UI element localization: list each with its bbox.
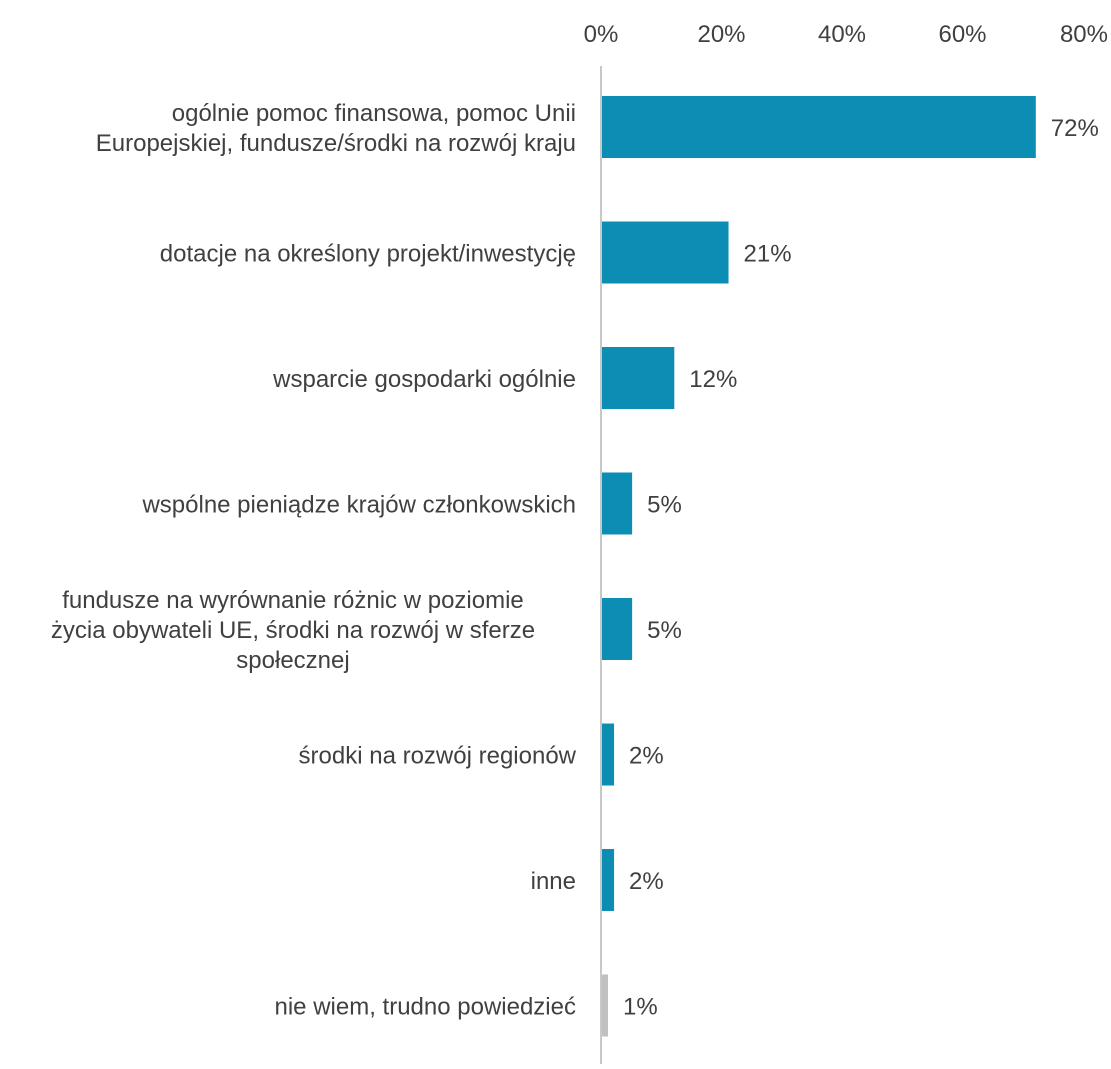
data-label: 72% xyxy=(1051,115,1099,142)
data-labels-group: 72% 21% 12% 5% 5% 2% 2% 1% xyxy=(623,115,1099,1021)
category-label: ogólnie pomoc finansowa, pomoc Unii xyxy=(172,100,576,127)
data-label: 2% xyxy=(629,743,664,770)
category-label: dotacje na określony projekt/inwestycję xyxy=(160,241,576,268)
category-label: społecznej xyxy=(236,647,349,674)
bar xyxy=(602,723,615,786)
category-label: Europejskiej, fundusze/środki na rozwój … xyxy=(96,130,576,157)
category-labels-group: ogólnie pomoc finansowa, pomoc Unii Europ… xyxy=(51,100,577,1021)
data-label: 5% xyxy=(647,492,682,519)
bar xyxy=(602,849,615,911)
category-label: inne xyxy=(531,868,576,895)
x-tick-label: 80% xyxy=(1060,21,1108,48)
x-tick-label: 60% xyxy=(938,21,986,48)
category-label: życia obywateli UE, środki na rozwój w s… xyxy=(51,617,535,644)
bar xyxy=(602,96,1036,158)
bar xyxy=(602,347,675,409)
data-label: 12% xyxy=(689,366,737,393)
bars-group xyxy=(602,96,1036,1037)
data-label: 2% xyxy=(629,868,664,895)
category-label: fundusze na wyrównanie różnic w poziomie xyxy=(62,587,524,614)
category-label: wspólne pieniądze krajów członkowskich xyxy=(141,492,576,519)
data-label: 21% xyxy=(744,241,792,268)
x-axis-ticks: 0% 20% 40% 60% 80% xyxy=(584,21,1108,48)
category-label: wsparcie gospodarki ogólnie xyxy=(272,366,576,393)
data-label: 1% xyxy=(623,994,658,1021)
category-label: środki na rozwój regionów xyxy=(299,743,577,770)
data-label: 5% xyxy=(647,617,682,644)
x-tick-label: 0% xyxy=(584,21,619,48)
bar xyxy=(602,974,609,1037)
category-label: nie wiem, trudno powiedzieć xyxy=(275,994,577,1021)
x-tick-label: 20% xyxy=(697,21,745,48)
x-tick-label: 40% xyxy=(818,21,866,48)
bar xyxy=(602,598,633,660)
bar xyxy=(602,221,729,284)
bar xyxy=(602,472,633,535)
